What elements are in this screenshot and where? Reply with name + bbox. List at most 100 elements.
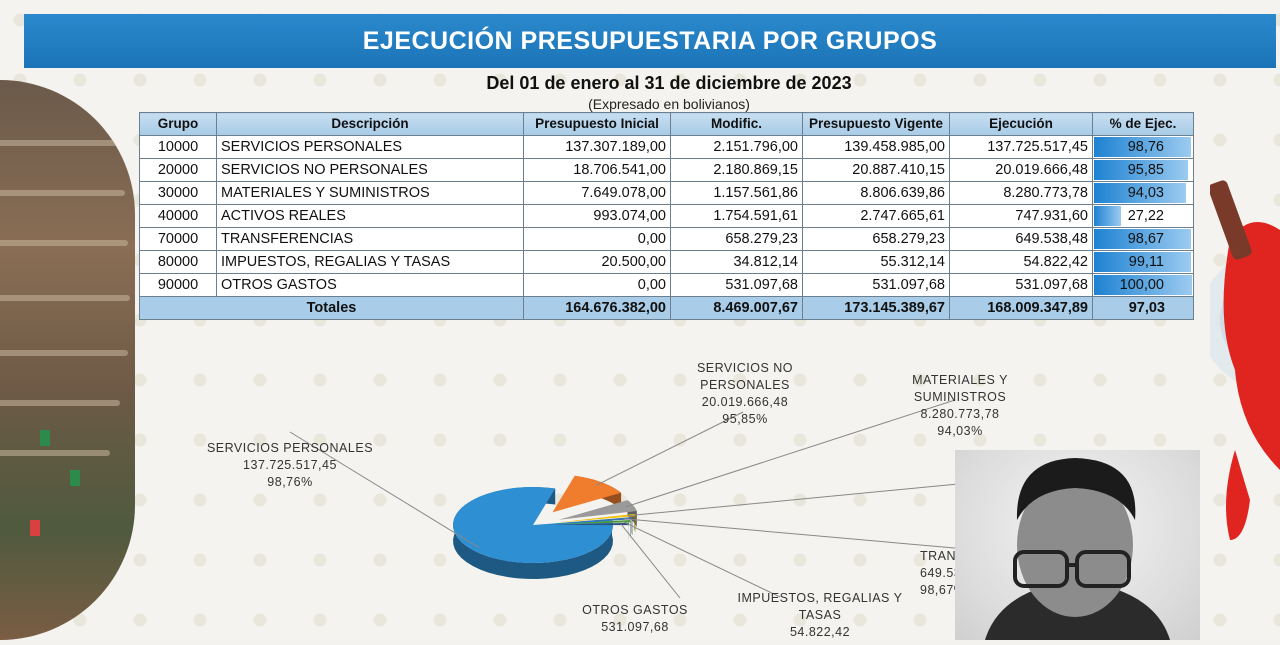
cell-descripcion: OTROS GASTOS <box>217 274 524 297</box>
pie-label-name: PERSONALES <box>680 377 810 394</box>
cell-vigente: 2.747.665,61 <box>803 205 950 228</box>
cell-inicial: 20.500,00 <box>524 251 671 274</box>
col-header-pct: % de Ejec. <box>1093 113 1194 136</box>
cell-descripcion: SERVICIOS NO PERSONALES <box>217 159 524 182</box>
title-bar: EJECUCIÓN PRESUPUESTARIA POR GRUPOS <box>24 14 1276 68</box>
cell-pct: 27,22 <box>1093 205 1194 228</box>
pct-data-bar: 98,67 <box>1094 229 1192 249</box>
cell-grupo: 10000 <box>140 136 217 159</box>
cell-modific: 2.151.796,00 <box>671 136 803 159</box>
cell-modific: 658.279,23 <box>671 228 803 251</box>
cell-ejecucion: 54.822,42 <box>950 251 1093 274</box>
pie-label-name: MATERIALES Y <box>885 372 1035 389</box>
cell-vigente: 658.279,23 <box>803 228 950 251</box>
pie-label-name: SERVICIOS NO <box>680 360 810 377</box>
cell-vigente: 531.097,68 <box>803 274 950 297</box>
cell-modific: 531.097,68 <box>671 274 803 297</box>
cell-vigente: 20.887.410,15 <box>803 159 950 182</box>
mascot-decoration <box>1210 170 1280 550</box>
pct-value: 98,76 <box>1094 137 1192 157</box>
total-vigente: 173.145.389,67 <box>803 297 950 320</box>
cell-inicial: 0,00 <box>524 274 671 297</box>
col-header-modific: Modific. <box>671 113 803 136</box>
cell-pct: 94,03 <box>1093 182 1194 205</box>
cell-vigente: 8.806.639,86 <box>803 182 950 205</box>
cell-inicial: 993.074,00 <box>524 205 671 228</box>
cell-grupo: 80000 <box>140 251 217 274</box>
cell-pct: 98,76 <box>1093 136 1194 159</box>
total-ejecucion: 168.009.347,89 <box>950 297 1093 320</box>
pie-label-pct: 98,76% <box>200 474 380 491</box>
pie-slice-side <box>634 514 635 532</box>
cell-vigente: 55.312,14 <box>803 251 950 274</box>
cell-inicial: 7.649.078,00 <box>524 182 671 205</box>
cell-descripcion: TRANSFERENCIAS <box>217 228 524 251</box>
presenter-webcam <box>955 450 1200 640</box>
col-header-vigente: Presupuesto Vigente <box>803 113 950 136</box>
pie-label-name: TASAS <box>720 607 920 624</box>
pct-data-bar: 100,00 <box>1094 275 1192 295</box>
pie-label-value: 137.725.517,45 <box>200 457 380 474</box>
cell-grupo: 40000 <box>140 205 217 228</box>
pct-data-bar: 98,76 <box>1094 137 1192 157</box>
pie-leader-line <box>623 521 780 597</box>
cell-grupo: 30000 <box>140 182 217 205</box>
pie-label-name: SERVICIOS PERSONALES <box>200 440 380 457</box>
cell-modific: 2.180.869,15 <box>671 159 803 182</box>
cell-pct: 99,11 <box>1093 251 1194 274</box>
cell-pct: 100,00 <box>1093 274 1194 297</box>
cell-inicial: 137.307.189,00 <box>524 136 671 159</box>
pie-label-name: SUMINISTROS <box>885 389 1035 406</box>
cell-ejecucion: 649.538,48 <box>950 228 1093 251</box>
table-header-row: Grupo Descripción Presupuesto Inicial Mo… <box>140 113 1194 136</box>
total-modific: 8.469.007,67 <box>671 297 803 320</box>
total-pct: 97,03 <box>1093 297 1194 320</box>
cell-descripcion: MATERIALES Y SUMINISTROS <box>217 182 524 205</box>
cell-pct: 98,67 <box>1093 228 1194 251</box>
cell-modific: 1.157.561,86 <box>671 182 803 205</box>
cell-ejecucion: 137.725.517,45 <box>950 136 1093 159</box>
cell-ejecucion: 20.019.666,48 <box>950 159 1093 182</box>
col-header-inicial: Presupuesto Inicial <box>524 113 671 136</box>
cell-modific: 34.812,14 <box>671 251 803 274</box>
cell-descripcion: SERVICIOS PERSONALES <box>217 136 524 159</box>
cell-descripcion: ACTIVOS REALES <box>217 205 524 228</box>
cell-descripcion: IMPUESTOS, REGALIAS Y TASAS <box>217 251 524 274</box>
cell-ejecucion: 747.931,60 <box>950 205 1093 228</box>
cell-grupo: 90000 <box>140 274 217 297</box>
pct-value: 98,67 <box>1094 229 1192 249</box>
cell-vigente: 139.458.985,00 <box>803 136 950 159</box>
pie-label-name: OTROS GASTOS <box>570 602 700 619</box>
total-inicial: 164.676.382,00 <box>524 297 671 320</box>
pct-value: 27,22 <box>1094 206 1192 226</box>
pie-label-value: 54.822,42 <box>720 624 920 641</box>
pct-data-bar: 99,11 <box>1094 252 1192 272</box>
pie-label-value: 20.019.666,48 <box>680 394 810 411</box>
currency-note: (Expresado en bolivianos) <box>140 96 1198 112</box>
pie-label-pct: 95,85% <box>680 411 810 428</box>
cell-modific: 1.754.591,61 <box>671 205 803 228</box>
cell-grupo: 20000 <box>140 159 217 182</box>
pct-data-bar: 94,03 <box>1094 183 1192 203</box>
cell-ejecucion: 531.097,68 <box>950 274 1093 297</box>
pct-value: 94,03 <box>1094 183 1192 203</box>
pct-value: 99,11 <box>1094 252 1192 272</box>
pct-data-bar: 27,22 <box>1094 206 1192 226</box>
cell-inicial: 0,00 <box>524 228 671 251</box>
pie-label-value: 8.280.773,78 <box>885 406 1035 423</box>
cell-grupo: 70000 <box>140 228 217 251</box>
cell-ejecucion: 8.280.773,78 <box>950 182 1093 205</box>
pct-data-bar: 95,85 <box>1094 160 1192 180</box>
budget-table: Grupo Descripción Presupuesto Inicial Mo… <box>139 112 1194 320</box>
